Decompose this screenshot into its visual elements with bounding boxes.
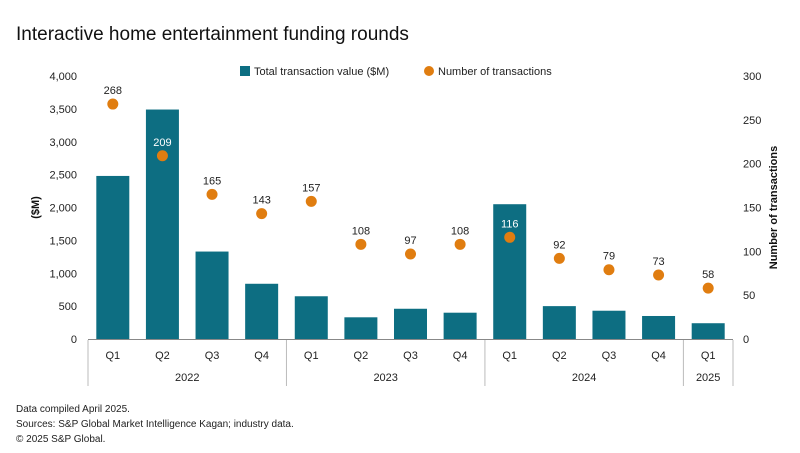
bar [245, 283, 279, 339]
dot [405, 248, 416, 260]
bar [443, 312, 477, 339]
x-tick-label: Q3 [403, 350, 418, 362]
dot [206, 188, 218, 200]
data-label: 58 [702, 269, 714, 281]
dot [553, 252, 565, 264]
x-tick-label: Q2 [552, 350, 567, 362]
x-group-label: 2025 [696, 372, 720, 384]
bar [493, 204, 527, 339]
dot [603, 264, 615, 276]
legend-label-bar: Total transaction value ($M) [254, 66, 389, 78]
data-label: 157 [302, 182, 320, 194]
data-label: 92 [553, 239, 565, 251]
y-tick-label: 3,500 [49, 104, 77, 116]
x-tick-label: Q1 [105, 350, 120, 362]
x-tick-label: Q4 [254, 350, 269, 362]
legend-swatch-bar [240, 66, 250, 76]
data-label: 79 [603, 251, 615, 263]
x-group-label: 2022 [175, 372, 199, 384]
y-tick-label: 1,000 [49, 268, 77, 280]
y-axis-title: ($M) [30, 196, 42, 219]
y-right-tick-label: 250 [743, 115, 761, 127]
data-label: 143 [252, 195, 270, 207]
dot [454, 238, 466, 250]
chart: Total transaction value ($M) Number of tr… [30, 66, 780, 386]
bar [542, 306, 576, 339]
y-tick-label: 3,000 [49, 137, 77, 149]
bar [394, 308, 427, 339]
y-tick-label: 4,000 [49, 71, 77, 83]
y-tick-label: 2,500 [49, 170, 77, 182]
dot [702, 282, 714, 294]
x-group-label: 2024 [572, 372, 596, 384]
x-tick-label: Q1 [701, 350, 716, 362]
data-label: 97 [404, 235, 416, 247]
data-label: 108 [352, 225, 370, 237]
dot [156, 150, 168, 162]
chart-title: Interactive home entertainment funding r… [16, 24, 409, 45]
x-tick-label: Q3 [205, 350, 220, 362]
bar [344, 317, 378, 339]
dot [355, 238, 367, 250]
y-right-tick-label: 300 [743, 71, 761, 83]
y-right-tick-label: 100 [743, 246, 761, 258]
y-right-tick-label: 150 [743, 203, 761, 215]
y-right-tick-label: 50 [743, 290, 755, 302]
dot [107, 98, 119, 110]
dot [256, 208, 268, 220]
bar [592, 310, 626, 339]
y-tick-label: 1,500 [49, 235, 77, 247]
footnote-date: Data compiled April 2025. [16, 404, 130, 415]
x-tick-label: Q4 [651, 350, 666, 362]
bar [691, 323, 725, 339]
dot [305, 195, 317, 207]
x-tick-label: Q1 [304, 350, 319, 362]
y-right-tick-label: 0 [743, 334, 749, 346]
x-tick-label: Q2 [155, 350, 170, 362]
data-label: 73 [652, 256, 664, 268]
y-right-tick-label: 200 [743, 159, 761, 171]
data-label: 116 [501, 218, 519, 230]
dot [504, 231, 516, 243]
bar [294, 296, 328, 339]
legend-label-dot: Number of transactions [438, 66, 552, 78]
bar [642, 315, 676, 339]
x-group-label: 2023 [373, 372, 397, 384]
data-label: 165 [203, 175, 221, 187]
data-label: 209 [153, 137, 171, 149]
bar [96, 175, 130, 339]
data-label: 268 [104, 85, 122, 97]
y-right-axis-title: Number of transactions [768, 146, 780, 269]
data-label: 108 [451, 225, 469, 237]
footnote-copyright: © 2025 S&P Global. [16, 434, 106, 445]
x-tick-label: Q2 [354, 350, 369, 362]
legend-swatch-dot [424, 66, 434, 76]
dot [653, 269, 665, 281]
bar [145, 109, 179, 339]
y-tick-label: 0 [71, 334, 77, 346]
y-tick-label: 500 [59, 301, 77, 313]
x-tick-label: Q1 [502, 350, 517, 362]
x-tick-label: Q3 [602, 350, 617, 362]
x-tick-label: Q4 [453, 350, 468, 362]
bar [195, 251, 229, 339]
y-tick-label: 2,000 [49, 203, 77, 215]
footnote-sources: Sources: S&P Global Market Intelligence … [16, 419, 294, 430]
